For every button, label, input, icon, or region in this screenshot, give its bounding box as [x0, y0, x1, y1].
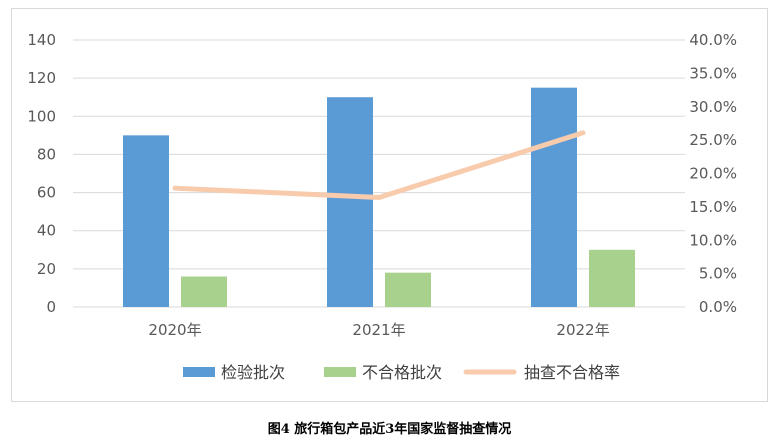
bars: [123, 87, 635, 307]
right-tick-label: 30.0%: [689, 98, 737, 116]
left-tick-label: 40: [37, 222, 56, 240]
left-tick-label: 0: [46, 298, 56, 316]
left-tick-label: 80: [37, 145, 56, 163]
x-tick-label: 2022年: [556, 321, 609, 339]
right-tick-label: 25.0%: [689, 131, 737, 149]
rate-line: [172, 130, 586, 201]
right-tick-label: 10.0%: [689, 231, 737, 249]
right-tick-label: 20.0%: [689, 165, 737, 183]
right-tick-label: 40.0%: [689, 31, 737, 49]
left-tick-label: 120: [27, 69, 56, 87]
legend-swatch: [183, 367, 215, 377]
legend-swatch: [324, 367, 356, 377]
left-tick-label: 60: [37, 184, 56, 202]
left-axis-ticks: 0 20 40 60 80 100 120 140: [27, 31, 56, 316]
inspected-bar: [123, 135, 169, 307]
legend-label: 抽查不合格率: [524, 363, 620, 382]
left-tick-label: 100: [27, 107, 56, 125]
figure-caption: 图4 旅行箱包产品近3年国家监督抽查情况: [267, 422, 512, 437]
left-tick-label: 140: [27, 31, 56, 49]
right-axis-ticks: 0.0% 5.0% 10.0% 15.0% 20.0% 25.0% 30.0% 35.0% 40…: [689, 31, 737, 316]
x-axis-ticks: 2020年 2021年 2022年: [148, 321, 609, 339]
x-tick-label: 2020年: [148, 321, 201, 339]
right-tick-label: 15.0%: [689, 198, 737, 216]
rate-line-path: [172, 130, 586, 201]
gridlines: [73, 39, 685, 308]
right-tick-label: 5.0%: [699, 265, 737, 283]
legend-label: 检验批次: [221, 363, 285, 382]
legend-label: 不合格批次: [362, 363, 442, 382]
inspected-bar: [327, 97, 373, 307]
failed-bar: [385, 272, 431, 307]
right-tick-label: 35.0%: [689, 64, 737, 82]
failed-bar: [181, 276, 227, 307]
legend: 检验批次 不合格批次 抽查不合格率: [183, 363, 620, 382]
x-tick-label: 2021年: [352, 321, 405, 339]
right-tick-label: 0.0%: [699, 298, 737, 316]
inspected-bar: [531, 87, 577, 307]
left-tick-label: 20: [37, 260, 56, 278]
failed-bar: [589, 249, 635, 307]
